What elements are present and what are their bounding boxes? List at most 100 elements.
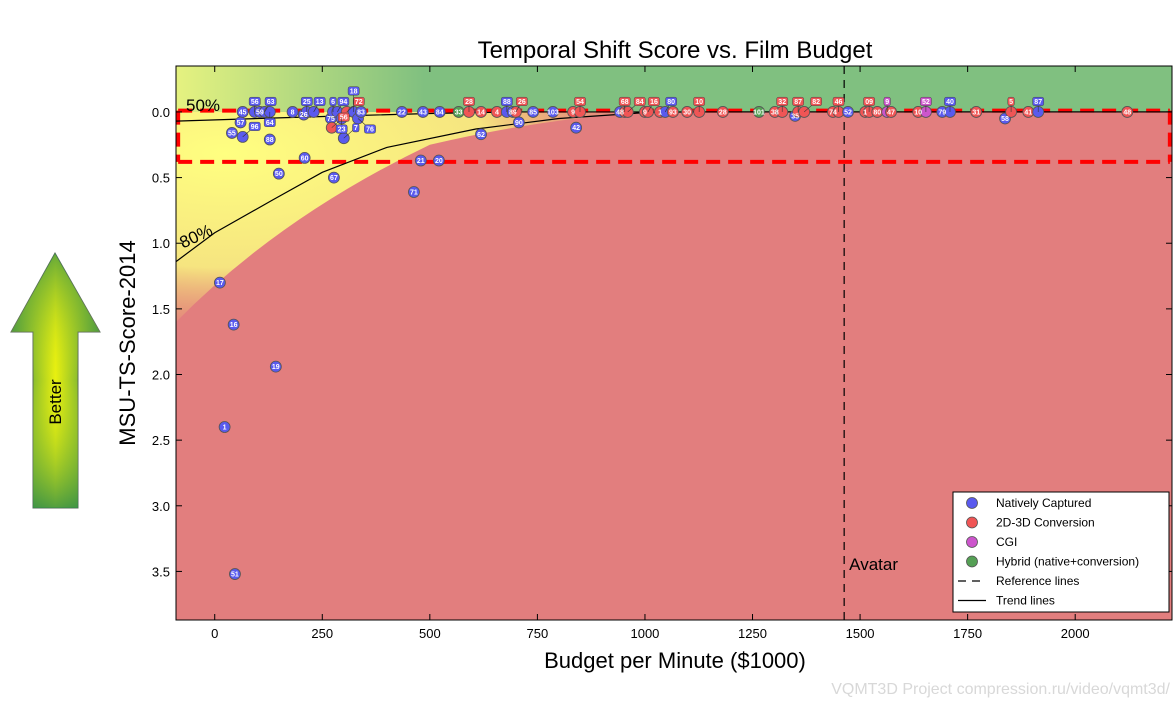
data-point-label-tag: [693, 96, 706, 106]
data-point-label-tag: [920, 96, 932, 106]
data-point-label: 68: [621, 99, 629, 106]
data-point-label-group: 87: [1032, 96, 1045, 112]
data-point-label-group: 84: [436, 109, 444, 116]
data-point-label-tag: [776, 96, 789, 106]
data-point-label: 59: [256, 109, 264, 116]
data-point-marker: [213, 276, 226, 289]
data-point-marker: [417, 106, 429, 118]
data-point-label-group: 67: [330, 175, 338, 182]
data-point-label-group: 62: [477, 132, 485, 139]
data-point-marker: [327, 171, 340, 184]
data-point-label: 5: [1009, 99, 1013, 106]
data-point-label: 09: [865, 99, 873, 106]
data-point-label-group: 48: [616, 109, 624, 116]
data-point-label: 46: [835, 99, 843, 106]
data-point-label: 55: [228, 130, 236, 137]
data-point-label-tag: [618, 96, 631, 106]
data-point-label-group: 9: [643, 109, 647, 116]
data-point-label: 83: [357, 109, 365, 116]
data-point-label-group: 18: [347, 86, 360, 112]
x-tick-label: 1250: [738, 626, 767, 641]
data-point-label: 33: [455, 109, 463, 116]
data-point-label-group: 88: [266, 137, 274, 144]
data-point-label-tag: [364, 124, 376, 134]
data-point-marker: [263, 133, 276, 146]
legend-item: Trend lines: [958, 594, 1055, 608]
data-point-label: 7: [354, 125, 358, 132]
data-point-marker: [1121, 106, 1134, 118]
data-point-label-group: 51: [231, 572, 239, 579]
data-point-label: 18: [350, 88, 358, 95]
legend-marker: [966, 536, 978, 548]
data-point-label: 63: [267, 99, 275, 106]
data-point-label-tag: [337, 96, 350, 106]
data-point-label-tag: [248, 121, 261, 131]
data-point-label: 31: [972, 109, 980, 116]
data-point-label: 64: [266, 120, 274, 127]
data-point-label: 14: [477, 109, 485, 116]
data-point-label: 54: [576, 99, 584, 106]
data-point-label-group: 75: [327, 116, 335, 123]
data-point-label-group: 33: [455, 109, 463, 116]
data-point-label-group: 55: [228, 130, 236, 137]
data-point-label: 56: [340, 115, 348, 122]
data-point-marker: [414, 154, 427, 167]
data-point-label: 26: [518, 99, 526, 106]
data-point-label: 88: [266, 137, 274, 144]
data-point-label: 62: [477, 132, 485, 139]
data-point-label: 47: [887, 109, 895, 116]
data-point-label-tag: [665, 96, 678, 106]
data-point-label: 74: [829, 109, 837, 116]
data-point-marker: [218, 421, 231, 433]
legend: Natively Captured 2D-3D Conversion CGI Hybr…: [952, 491, 1170, 613]
watermark: VQMT3D Project compression.ru/video/vqmt…: [831, 681, 1170, 698]
data-point-label: 42: [572, 125, 580, 132]
data-point-label-tag: [248, 96, 261, 106]
data-point-label-tag: [1007, 96, 1015, 106]
y-tick-label: 0.5: [152, 171, 170, 186]
data-point-label-group: 22: [398, 109, 406, 116]
legend-item: Hybrid (native+conversion): [966, 555, 1139, 569]
data-point-label: 16: [650, 99, 658, 106]
data-point-label: 48: [616, 109, 624, 116]
data-point-label-tag: [264, 96, 277, 106]
data-point-label-tag: [337, 112, 350, 122]
data-point-label: 80: [667, 99, 675, 106]
data-point-label: 40: [946, 99, 954, 106]
data-point-label-group: 87: [792, 96, 804, 112]
data-point-label-group: 6: [329, 96, 337, 112]
data-point-marker: [716, 106, 729, 118]
x-tick-label: 1750: [953, 626, 982, 641]
data-point-label-tag: [648, 96, 660, 106]
data-point-label: 48: [1123, 109, 1131, 116]
data-point-label-group: 26: [300, 112, 308, 119]
data-point-label: 13: [316, 99, 324, 106]
data-point-label-tag: [883, 96, 891, 106]
data-point-label-tag: [863, 96, 875, 106]
data-point-label: 60: [301, 155, 309, 162]
legend-item: CGI: [966, 535, 1017, 549]
data-point-marker: [433, 106, 446, 118]
data-point-label: 71: [410, 190, 418, 197]
data-point-label-group: 85: [529, 109, 537, 116]
data-point-label: 58: [1001, 116, 1009, 123]
x-tick-label: 0: [211, 626, 218, 641]
trend-line-label: 50%: [186, 96, 220, 115]
data-point-marker: [432, 154, 445, 167]
data-point-label-group: 1: [863, 109, 867, 116]
data-point-label-group: 21: [417, 158, 425, 165]
data-point-label-group: 52: [844, 109, 852, 116]
data-point-label-group: 4: [495, 109, 499, 116]
data-point-label: 45: [239, 109, 247, 116]
data-point-label-group: 57: [237, 120, 245, 127]
data-point-label: 1: [658, 109, 662, 116]
data-point-label-tag: [832, 96, 845, 106]
y-tick-label: 2.5: [152, 433, 170, 448]
data-point-label: 10: [695, 99, 703, 106]
data-point-label-group: 46: [832, 96, 845, 112]
data-point-label: 41: [1024, 109, 1032, 116]
data-point-label-tag: [352, 123, 360, 133]
x-tick-label: 750: [527, 626, 549, 641]
data-point-label: 90: [515, 120, 523, 127]
data-point-label-group: 09: [863, 96, 875, 112]
